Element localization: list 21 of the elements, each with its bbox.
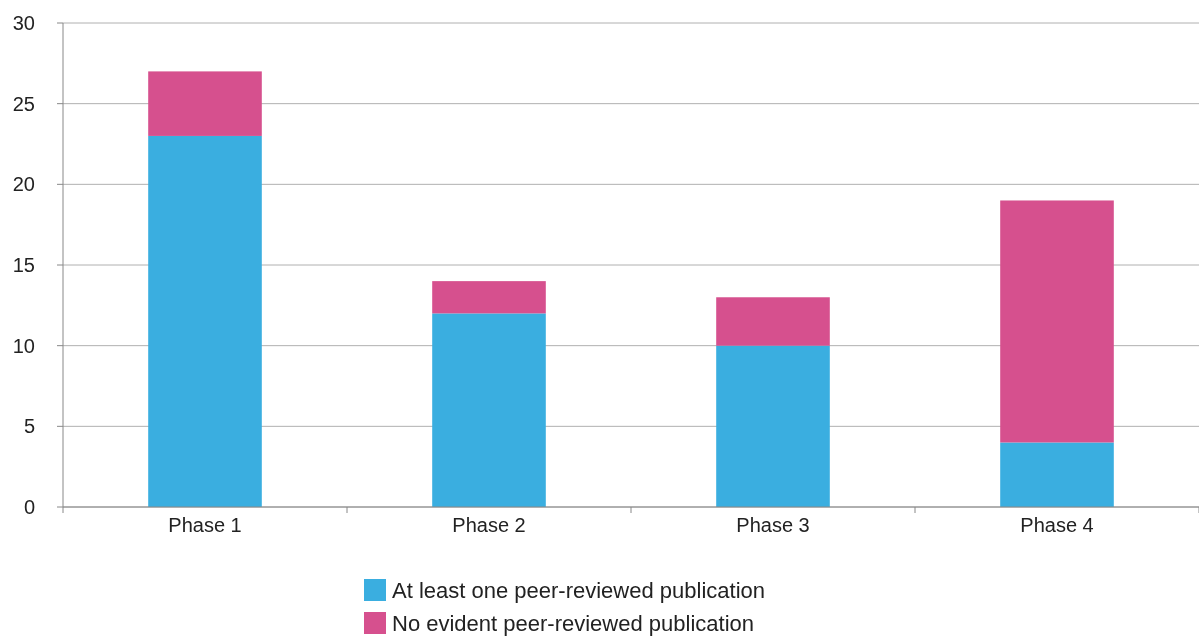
x-tick-label: Phase 2 bbox=[452, 514, 526, 536]
bar bbox=[148, 135, 262, 507]
x-tick-label: Phase 3 bbox=[736, 514, 810, 536]
x-tick-label: Phase 1 bbox=[168, 514, 242, 536]
y-tick-label: 20 bbox=[12, 173, 35, 196]
bar bbox=[432, 313, 546, 507]
bar bbox=[432, 281, 546, 314]
y-tick-label: 0 bbox=[23, 496, 35, 518]
y-tick-label: 10 bbox=[12, 334, 35, 357]
bar bbox=[716, 345, 830, 507]
y-tick-label: 15 bbox=[12, 254, 35, 276]
legend-label: No evident peer-reviewed publication bbox=[392, 610, 754, 636]
y-tick-label: 25 bbox=[12, 92, 35, 115]
legend-label: At least one peer-reviewed publication bbox=[392, 577, 766, 603]
x-tick-label: Phase 4 bbox=[1020, 514, 1094, 536]
bar bbox=[148, 71, 262, 136]
bar bbox=[716, 297, 830, 346]
y-tick-label: 5 bbox=[23, 415, 35, 438]
bar bbox=[1000, 442, 1114, 507]
bar bbox=[1000, 200, 1114, 443]
y-tick-label: 30 bbox=[12, 12, 35, 34]
